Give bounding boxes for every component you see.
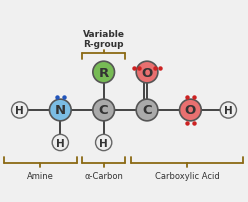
Circle shape	[220, 102, 236, 119]
Circle shape	[49, 100, 71, 121]
Text: R: R	[98, 66, 109, 79]
Text: H: H	[224, 105, 233, 115]
Circle shape	[95, 135, 112, 151]
Circle shape	[12, 102, 28, 119]
Text: N: N	[55, 104, 66, 117]
Circle shape	[136, 100, 158, 121]
Text: Variable
R-group: Variable R-group	[83, 30, 125, 49]
Text: α-Carbon: α-Carbon	[84, 171, 123, 180]
Circle shape	[52, 135, 68, 151]
Circle shape	[93, 100, 115, 121]
Text: H: H	[56, 138, 65, 148]
Circle shape	[136, 62, 158, 83]
Circle shape	[180, 100, 201, 121]
Text: Carboxylic Acid: Carboxylic Acid	[155, 171, 219, 180]
Text: C: C	[142, 104, 152, 117]
Circle shape	[93, 62, 115, 83]
Text: O: O	[185, 104, 196, 117]
Text: C: C	[99, 104, 108, 117]
Text: H: H	[99, 138, 108, 148]
Text: H: H	[15, 105, 24, 115]
Text: O: O	[141, 66, 153, 79]
Text: Amine: Amine	[27, 171, 54, 180]
